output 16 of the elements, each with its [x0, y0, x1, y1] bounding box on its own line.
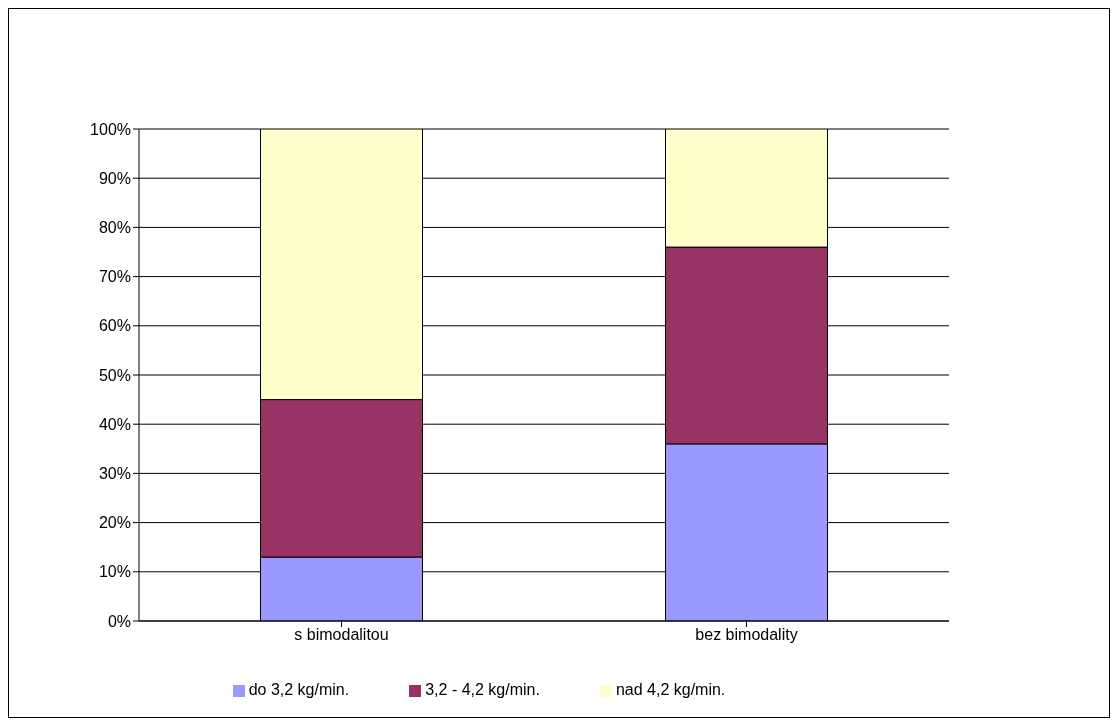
x-tick-label: s bimodalitou — [294, 626, 389, 644]
x-tick-label: bez bimodality — [695, 626, 798, 644]
y-tick-label: 20% — [98, 514, 131, 532]
legend-label: 3,2 - 4,2 kg/min. — [425, 681, 540, 698]
y-tick-label: 70% — [98, 268, 131, 286]
y-tick-label: 40% — [98, 415, 131, 433]
y-tick-label: 10% — [98, 563, 131, 581]
y-tick-label: 80% — [98, 219, 131, 237]
y-tick-label: 50% — [98, 366, 131, 384]
y-tick-label: 90% — [98, 169, 131, 187]
legend-label: do 3,2 kg/min. — [248, 681, 350, 698]
y-tick-label: 30% — [98, 465, 131, 483]
y-tick-label: 60% — [98, 317, 131, 335]
y-tick-label: 100% — [90, 120, 131, 138]
legend-label: nad 4,2 kg/min. — [615, 681, 726, 698]
y-tick-label: 0% — [107, 612, 131, 630]
